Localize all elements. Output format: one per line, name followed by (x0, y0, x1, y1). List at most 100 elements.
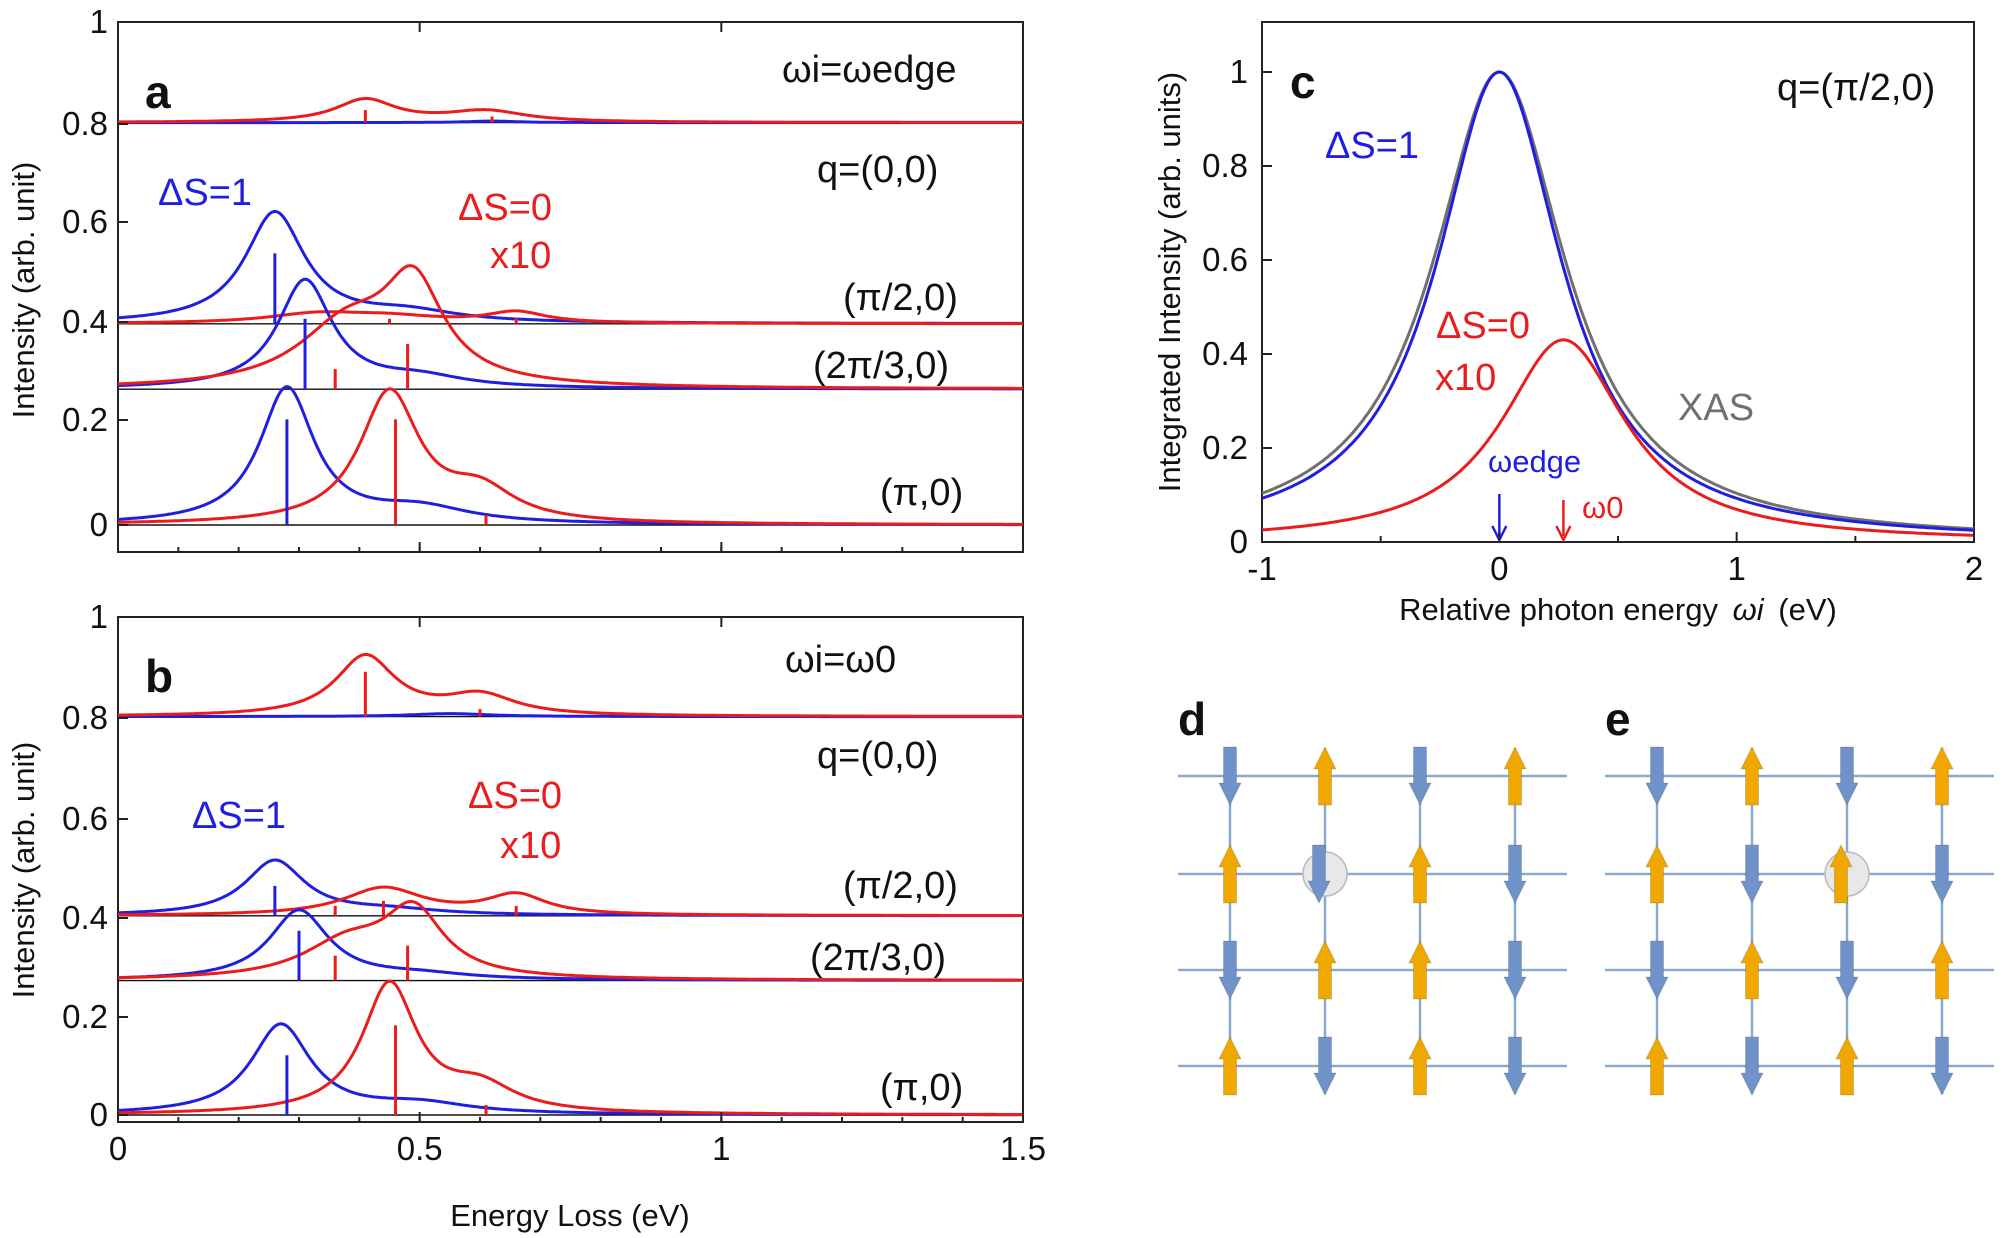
x-tick-label: 0 (1490, 550, 1508, 587)
panel-a-qpi: (π,0) (880, 472, 963, 514)
panel-b-ticks: 0 0.2 0.4 0.6 0.8 1 0 0.5 1 1.5 (62, 598, 1046, 1167)
spin-up-arrow (1645, 1035, 1669, 1096)
spin-down-arrow (1645, 940, 1669, 1001)
y-tick-label: 0.6 (1202, 241, 1248, 278)
panel-a-label: a (145, 66, 171, 118)
x-tick-label: 1.5 (1000, 1130, 1046, 1167)
panel-b-frame (117, 616, 1024, 1123)
spin-down-arrow (1645, 746, 1669, 807)
y-tick-label: 0.8 (1202, 147, 1248, 184)
spin-down-arrow (1218, 746, 1242, 807)
panel-c-plot (1261, 70, 1975, 543)
panel-c-xlabel: Relative photon energy ωi (eV) (1399, 592, 1837, 627)
panel-a-plot (117, 96, 1023, 527)
spin-up-arrow (1930, 939, 1954, 1000)
spin-down-arrow (1835, 746, 1859, 807)
panel-a: 0 0.2 0.4 0.6 0.8 1 a ωi=ωedge q=(0,0) (π/2,0… (6, 3, 1024, 553)
x-tick-label: 0 (109, 1130, 127, 1167)
spin-up-arrow (1645, 843, 1669, 904)
panel-b-q2pi3: (2π/3,0) (810, 937, 946, 979)
panel-c-xlabel-var: ωi (1733, 592, 1765, 627)
panel-a-qpi2: (π/2,0) (843, 277, 958, 319)
ds0-curve (118, 96, 1023, 124)
y-tick-label: 1 (90, 598, 108, 635)
curve--S-1 (1261, 70, 1975, 532)
panel-c-label: c (1290, 56, 1316, 108)
x-tick-label: 2 (1965, 550, 1983, 587)
panel-c-x10-label: x10 (1435, 357, 1496, 399)
ds0-curve (117, 264, 1023, 390)
y-tick-label: 0 (1230, 523, 1248, 560)
panel-c-xas-label: XAS (1678, 387, 1754, 429)
spin-down-arrow (1503, 1036, 1527, 1097)
panel-e: e (1605, 693, 1994, 1097)
spin-down-arrow (1313, 1036, 1337, 1097)
marker-edge-text: ωedge (1488, 444, 1581, 479)
spin-down-arrow (1218, 940, 1242, 1001)
spin-down-arrow (1408, 746, 1432, 807)
y-tick-label: 0.8 (62, 105, 108, 142)
panel-a-x10-label: x10 (490, 235, 551, 277)
y-tick-label: 0.2 (1202, 429, 1248, 466)
y-tick-label: 0.4 (62, 899, 108, 936)
spin-down-arrow (1835, 940, 1859, 1001)
spin-up-arrow (1740, 745, 1764, 806)
y-tick-label: 0 (90, 506, 108, 543)
panel-c-xlabel-main: Relative photon energy (1399, 592, 1718, 627)
ds0-curve (117, 309, 1023, 326)
y-tick-label: 1 (1230, 53, 1248, 90)
panel-b-ylabel: Intensity (arb. unit) (6, 742, 41, 999)
y-tick-label: 0.4 (62, 303, 108, 340)
panel-b-qpi: (π,0) (880, 1067, 963, 1109)
x-tick-label: 1 (712, 1130, 730, 1167)
panel-a-q2pi3: (2π/3,0) (813, 345, 949, 387)
marker-edge-label: ωedge (1488, 444, 1581, 479)
y-tick-label: 0.2 (62, 998, 108, 1035)
panel-b-q00: q=(0,0) (817, 735, 938, 777)
panel-b-headline: ωi=ω0 (785, 639, 896, 681)
spin-up-arrow (1313, 939, 1337, 1000)
spin-up-arrow (1408, 939, 1432, 1000)
x-tick-label: -1 (1247, 550, 1276, 587)
spin-up-arrow (1740, 939, 1764, 1000)
spin-down-arrow (1503, 844, 1527, 905)
y-tick-label: 0.4 (1202, 335, 1248, 372)
panel-b-label: b (145, 650, 173, 702)
panel-c: 00.20.40.60.81-1 0 1 2 c q=(π/2,0) ΔS=1 ΔS=… (1152, 21, 1983, 627)
panel-b-ds0-label: ΔS=0 (468, 775, 562, 817)
x-tick-label: 1 (1727, 550, 1745, 587)
spin-down-arrow (1307, 844, 1331, 905)
ds0-curve (117, 979, 1023, 1116)
marker-w0-text: ω0 (1582, 490, 1623, 525)
spin-up-arrow (1829, 843, 1853, 904)
spin-up-arrow (1313, 745, 1337, 806)
spin-up-arrow (1503, 745, 1527, 806)
panel-c-ylabel: Integrated Intensity (arb. units) (1152, 72, 1187, 492)
x-tick-label: 0.5 (397, 1130, 443, 1167)
curve--S-0-x10 (1261, 338, 1974, 537)
panel-b-xlabel: Energy Loss (eV) (450, 1198, 690, 1233)
y-tick-label: 0 (90, 1096, 108, 1133)
panel-d-lattice (1178, 745, 1567, 1097)
y-tick-label: 0.8 (62, 699, 108, 736)
ds0-curve (117, 885, 1023, 917)
panel-a-ticks: 0 0.2 0.4 0.6 0.8 1 (62, 3, 1024, 552)
spin-up-arrow (1408, 843, 1432, 904)
y-tick-label: 0.6 (62, 800, 108, 837)
spin-up-arrow (1218, 1035, 1242, 1096)
ds0-curve (118, 653, 1023, 718)
spin-down-arrow (1740, 1036, 1764, 1097)
ds0-curve (118, 900, 1023, 982)
panel-e-lattice (1605, 745, 1994, 1097)
panel-b-qpi2: (π/2,0) (843, 865, 958, 907)
spin-down-arrow (1930, 1036, 1954, 1097)
panel-c-ds0-label: ΔS=0 (1436, 305, 1530, 347)
panel-b-plot (117, 653, 1023, 1117)
panel-c-xlabel-unit: (eV) (1778, 592, 1837, 627)
spin-down-arrow (1740, 844, 1764, 905)
panel-e-label: e (1605, 693, 1631, 745)
y-tick-label: 0.2 (62, 401, 108, 438)
panel-a-ds0-label: ΔS=0 (458, 187, 552, 229)
panel-d-label: d (1178, 693, 1206, 745)
